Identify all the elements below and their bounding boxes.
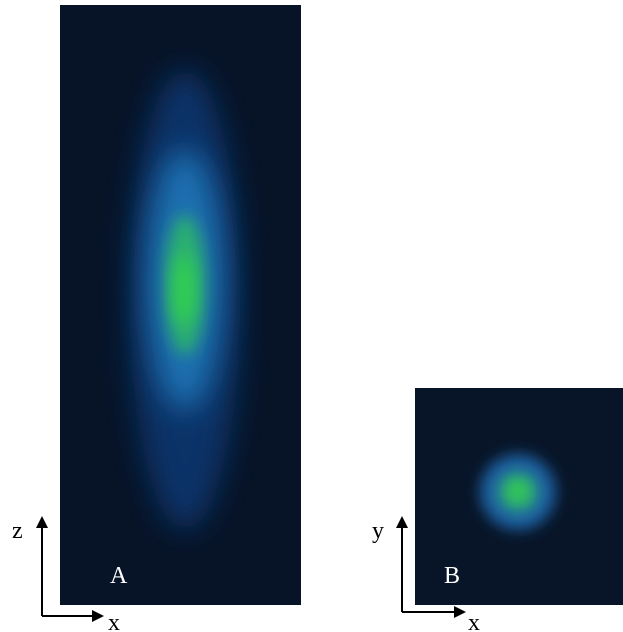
- axis-label: x: [468, 610, 480, 632]
- axis-label: z: [12, 518, 23, 544]
- panel-label: B: [444, 563, 460, 589]
- psf-peak: [174, 255, 194, 325]
- axis-label: y: [372, 518, 384, 544]
- panel-label: A: [110, 563, 128, 589]
- axis-label: x: [108, 610, 120, 632]
- psf-peak: [509, 482, 527, 500]
- panel-a: A z x: [12, 5, 301, 632]
- figure: A z x B y x: [0, 0, 623, 632]
- panel-b: B y x: [372, 388, 623, 632]
